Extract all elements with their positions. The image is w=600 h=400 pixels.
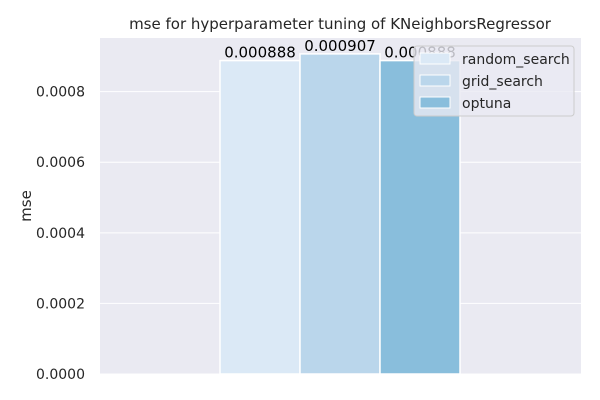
y-tick-label: 0.0000 xyxy=(36,367,85,383)
y-tick-label: 0.0008 xyxy=(36,85,85,101)
y-tick-labels: 0.0000 0.0002 0.0004 0.0006 0.0008 xyxy=(36,85,85,383)
y-tick-label: 0.0002 xyxy=(36,296,85,312)
y-tick-label: 0.0006 xyxy=(36,155,85,171)
legend-swatch-random-search xyxy=(419,52,451,65)
legend-label-grid-search: grid_search xyxy=(462,74,543,90)
bars xyxy=(219,53,461,375)
bar-grid-search xyxy=(299,53,381,375)
data-label-grid-search: 0.000907 xyxy=(304,37,376,55)
legend-swatch-optuna xyxy=(419,96,451,109)
legend-swatch-grid-search xyxy=(419,74,451,87)
data-label-random-search: 0.000888 xyxy=(224,44,296,62)
bar-random-search xyxy=(219,59,301,375)
legend-box xyxy=(413,45,575,117)
legend-label-optuna: optuna xyxy=(462,96,511,112)
chart-title: mse for hyperparameter tuning of KNeighb… xyxy=(129,15,552,33)
y-axis-label: mse xyxy=(17,190,35,222)
y-tick-label: 0.0004 xyxy=(36,226,85,242)
legend-label-random-search: random_search xyxy=(462,52,570,68)
